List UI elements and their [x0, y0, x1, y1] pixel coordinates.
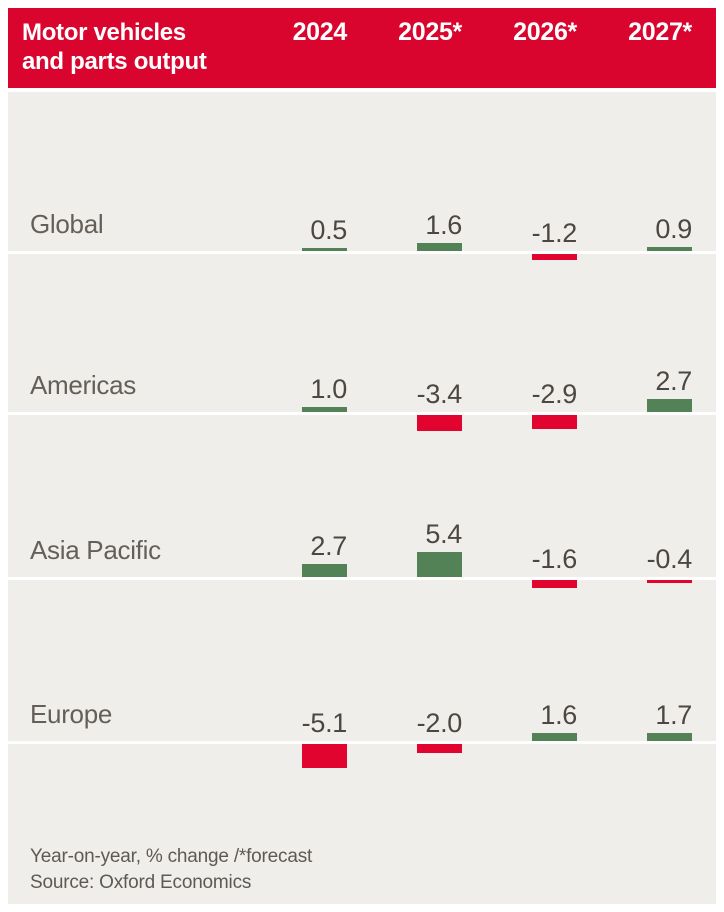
value-label: -2.9 [531, 379, 578, 409]
value-label: 1.6 [425, 210, 462, 240]
chart-footer: Year-on-year, % change /*forecast Source… [30, 844, 312, 896]
value-cell: 1.6 [462, 683, 577, 803]
chart-row-asia-pacific: Asia Pacific 2.7 5.4 -1.6 -0.4 [8, 519, 716, 639]
chart-row-europe: Europe -5.1 -2.0 1.6 1.7 [8, 683, 716, 803]
footnote: Year-on-year, % change /*forecast [30, 846, 313, 867]
value-cell: -3.4 [347, 354, 462, 474]
value-label: -3.4 [416, 379, 463, 409]
row-cells: 2.7 5.4 -1.6 -0.4 [8, 519, 692, 639]
column-header-2025: 2025* [398, 18, 462, 46]
value-cell: 1.0 [232, 354, 347, 474]
value-cell: 5.4 [347, 519, 462, 639]
value-bar [647, 247, 692, 251]
value-cell: -1.2 [462, 193, 577, 313]
row-cells: 0.5 1.6 -1.2 0.9 [8, 193, 692, 313]
chart-row-americas: Americas 1.0 -3.4 -2.9 2.7 [8, 354, 716, 474]
value-bar [647, 733, 692, 741]
value-cell: 2.7 [577, 354, 692, 474]
value-cell: 1.7 [577, 683, 692, 803]
chart-row-global: Global 0.5 1.6 -1.2 0.9 [8, 193, 716, 313]
value-bar [417, 744, 462, 753]
value-bar [302, 248, 347, 251]
value-bar [532, 580, 577, 588]
column-header-2027: 2027* [628, 18, 692, 46]
source-credit: Source: Oxford Economics [30, 872, 252, 893]
chart-header: Motor vehicles and parts output 2024 2025… [8, 8, 716, 88]
row-label: Asia Pacific [30, 535, 161, 565]
value-label: 1.6 [540, 700, 577, 730]
row-label: Americas [30, 370, 136, 400]
value-label: 5.4 [425, 519, 462, 549]
value-bar [647, 399, 692, 412]
value-bar [417, 243, 462, 251]
value-bar [417, 552, 462, 577]
row-cells: -5.1 -2.0 1.6 1.7 [8, 683, 692, 803]
chart-title: Motor vehicles and parts output [22, 18, 232, 88]
value-label: 2.7 [310, 531, 347, 561]
value-cell: 2.7 [232, 519, 347, 639]
value-label: -0.4 [646, 544, 693, 574]
row-cells: 1.0 -3.4 -2.9 2.7 [8, 354, 692, 474]
value-cell: 0.5 [232, 193, 347, 313]
value-cell: -1.6 [462, 519, 577, 639]
column-headers: 2024 2025* 2026* 2027* [232, 18, 693, 88]
value-bar [532, 415, 577, 429]
value-cell: 0.9 [577, 193, 692, 313]
value-cell: -2.9 [462, 354, 577, 474]
value-bar [647, 580, 692, 583]
row-baseline [8, 741, 716, 744]
row-baseline [8, 412, 716, 415]
chart-title-line2: and parts output [22, 48, 207, 75]
value-label: -2.0 [416, 708, 463, 738]
column-header-2024: 2024 [292, 18, 348, 46]
chart-title-line1: Motor vehicles [22, 19, 186, 46]
value-label: 2.7 [655, 366, 692, 396]
value-cell: -5.1 [232, 683, 347, 803]
value-bar [532, 733, 577, 741]
value-cell: -0.4 [577, 519, 692, 639]
value-bar [532, 254, 577, 260]
value-label: 1.0 [310, 374, 347, 404]
value-label: -1.6 [531, 544, 578, 574]
value-label: -5.1 [301, 708, 348, 738]
row-baseline [8, 251, 716, 254]
value-label: -1.2 [531, 218, 578, 248]
value-cell: -2.0 [347, 683, 462, 803]
value-bar [417, 415, 462, 431]
column-header-2026: 2026* [513, 18, 577, 46]
row-baseline [8, 577, 716, 580]
value-label: 1.7 [655, 700, 692, 730]
row-label: Europe [30, 699, 113, 729]
value-label: 0.5 [310, 215, 347, 245]
row-label: Global [30, 209, 104, 239]
chart-plot-area: Year-on-year, % change /*forecast Source… [8, 92, 716, 904]
value-cell: 1.6 [347, 193, 462, 313]
value-bar [302, 744, 347, 768]
value-bar [302, 407, 347, 412]
value-label: 0.9 [655, 214, 692, 244]
value-bar [302, 564, 347, 577]
